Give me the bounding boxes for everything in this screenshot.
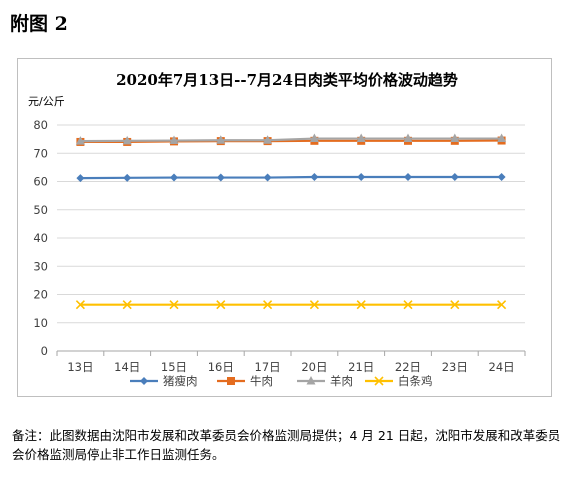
data-point xyxy=(356,300,366,310)
series-line-3 xyxy=(80,137,502,143)
data-point xyxy=(170,173,178,182)
data-point xyxy=(123,173,132,182)
data-point xyxy=(356,133,366,143)
y-tick-label: 50 xyxy=(33,203,48,217)
footnote: 备注：此图数据由沈阳市发展和改革委员会价格监测局提供；4 月 21 日起，沈阳市… xyxy=(12,428,561,462)
data-point xyxy=(169,300,179,310)
x-tick-label: 22日 xyxy=(395,360,421,374)
page-heading: 附图 2 xyxy=(10,13,68,35)
data-point xyxy=(75,136,85,145)
x-tick-label: 23日 xyxy=(442,360,468,374)
data-point xyxy=(169,135,179,145)
y-tick-label: 30 xyxy=(33,259,48,273)
chart-title: 2020年7月13日--7月24日肉类平均价格波动趋势 xyxy=(116,71,458,89)
x-tick-label: 13日 xyxy=(67,360,93,374)
y-tick-label: 10 xyxy=(33,316,48,330)
data-point xyxy=(122,135,132,145)
data-point xyxy=(404,172,412,181)
legend-marker xyxy=(227,377,235,385)
data-point xyxy=(263,300,273,310)
data-point xyxy=(450,133,460,143)
x-tick-label: 14日 xyxy=(114,360,140,374)
data-point xyxy=(122,300,132,310)
data-point xyxy=(263,135,273,144)
x-tick-label: 21日 xyxy=(348,360,374,374)
data-point xyxy=(497,172,506,181)
data-point xyxy=(450,300,460,310)
y-tick-label: 60 xyxy=(33,175,48,189)
data-point xyxy=(216,173,225,182)
legend-label: 白条鸡 xyxy=(398,374,433,388)
data-point xyxy=(497,300,507,310)
legend-label: 牛肉 xyxy=(250,374,273,388)
y-tick-label: 80 xyxy=(33,118,48,132)
data-point xyxy=(309,133,319,143)
data-point xyxy=(75,300,85,310)
y-tick-label: 20 xyxy=(33,288,48,302)
legend-label: 羊肉 xyxy=(330,374,353,388)
x-tick-label: 24日 xyxy=(489,360,515,374)
data-point xyxy=(309,300,319,310)
data-point xyxy=(497,133,507,143)
legend-marker xyxy=(306,376,316,385)
x-tick-label: 17日 xyxy=(255,360,281,374)
data-point xyxy=(450,172,459,181)
x-tick-label: 16日 xyxy=(208,360,234,374)
legend-label: 猪瘦肉 xyxy=(163,374,198,388)
data-point xyxy=(403,300,413,310)
series-line-1 xyxy=(80,175,502,180)
y-tick-label: 40 xyxy=(33,231,48,245)
x-tick-label: 20日 xyxy=(301,360,327,374)
data-point xyxy=(403,133,413,143)
chart-frame: 2020年7月13日--7月24日肉类平均价格波动趋势元/公斤 0 10 20 30 40… xyxy=(17,58,552,397)
data-point xyxy=(357,172,366,181)
data-point xyxy=(263,173,272,182)
legend-marker xyxy=(374,376,384,386)
y-tick-label: 0 xyxy=(41,344,48,358)
data-point xyxy=(216,135,226,144)
data-point xyxy=(310,172,319,181)
y-axis-label: 元/公斤 xyxy=(28,95,65,108)
data-point xyxy=(76,174,85,183)
legend-marker xyxy=(140,377,148,385)
x-tick-label: 15日 xyxy=(161,360,187,374)
y-tick-label: 70 xyxy=(33,146,48,160)
data-point xyxy=(216,300,226,310)
